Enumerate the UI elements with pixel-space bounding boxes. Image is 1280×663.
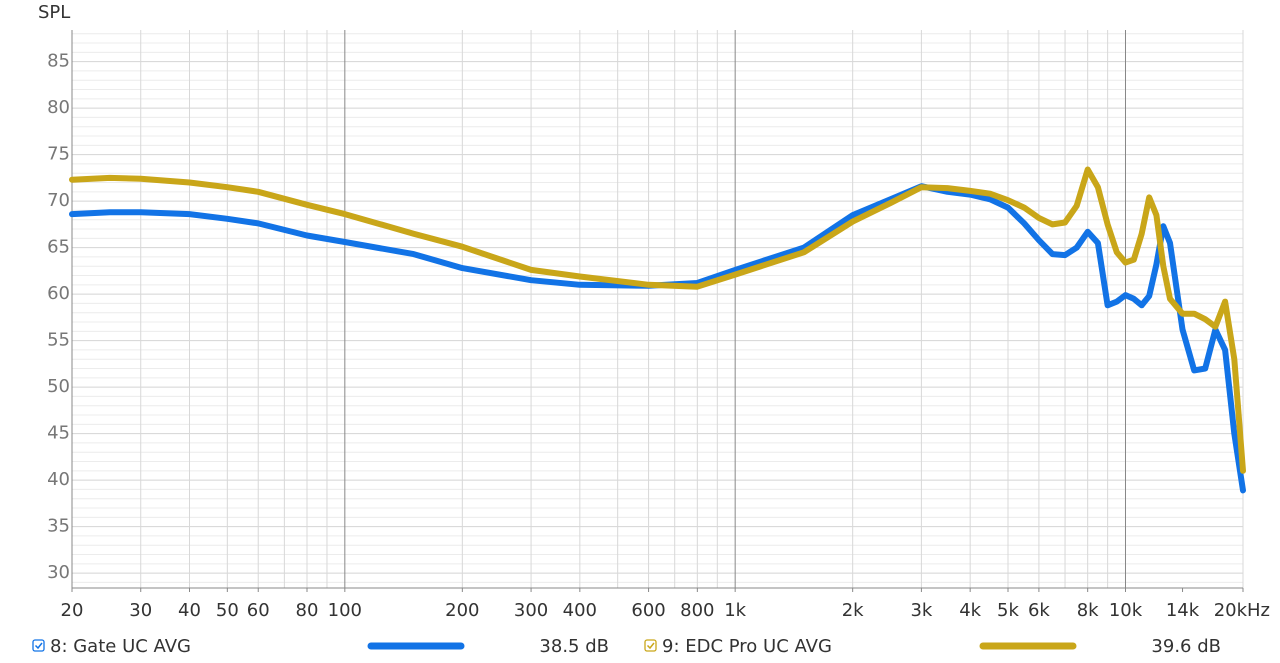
y-tick-label: 40 xyxy=(47,469,70,490)
x-tick-label: 8k xyxy=(1077,600,1099,621)
legend-checkmark[interactable] xyxy=(646,642,655,650)
x-tick-label: 100 xyxy=(328,600,362,621)
y-tick-label: 60 xyxy=(47,283,70,304)
legend-name[interactable]: 8: Gate UC AVG xyxy=(50,636,191,657)
y-tick-label: 35 xyxy=(47,516,70,537)
y-tick-label: 55 xyxy=(47,330,70,351)
legend-value[interactable]: 38.5 dB xyxy=(539,636,609,657)
y-tick-label: 70 xyxy=(47,190,70,211)
x-tick-label: 30 xyxy=(129,600,152,621)
x-tick-label: 3k xyxy=(910,600,932,621)
x-tick-label: 1k xyxy=(724,600,746,621)
legend-checkmark[interactable] xyxy=(34,642,43,650)
y-tick-label: 45 xyxy=(47,423,70,444)
x-tick-label: 60 xyxy=(247,600,270,621)
y-axis-label: SPL xyxy=(38,2,70,23)
x-tick-label: 14k xyxy=(1166,600,1200,621)
x-tick-label: 10k xyxy=(1109,600,1143,621)
curves xyxy=(69,166,1246,494)
y-tick-label: 65 xyxy=(47,237,70,258)
x-tick-label: 50 xyxy=(216,600,239,621)
x-tick-label: 600 xyxy=(631,600,665,621)
y-tick-label: 75 xyxy=(47,144,70,165)
y-tick-label: 85 xyxy=(47,51,70,72)
x-tick-label: 400 xyxy=(563,600,597,621)
x-tick-label: 20kHz xyxy=(1214,600,1270,621)
legend: 8: Gate UC AVG 38.5 dB 9: EDC Pro UC AVG 39… xyxy=(32,636,1221,657)
x-tick-label: 5k xyxy=(997,600,1019,621)
legend-value[interactable]: 39.6 dB xyxy=(1151,636,1221,657)
legend-checkbox[interactable] xyxy=(32,639,45,652)
x-tick-label: 80 xyxy=(296,600,319,621)
x-tick-label: 2k xyxy=(842,600,864,621)
y-tick-label: 30 xyxy=(47,562,70,583)
frequency-response-line xyxy=(69,166,1246,474)
y-tick-label: 80 xyxy=(47,97,70,118)
y-tick-label: 50 xyxy=(47,376,70,397)
frequency-response-line xyxy=(69,183,1246,494)
x-tick-label: 4k xyxy=(959,600,981,621)
x-tick-label: 20 xyxy=(61,600,84,621)
x-tick-label: 200 xyxy=(445,600,479,621)
legend-checkbox[interactable] xyxy=(644,639,657,652)
x-tick-label: 40 xyxy=(178,600,201,621)
x-tick-label: 6k xyxy=(1028,600,1050,621)
x-tick-label: 800 xyxy=(680,600,714,621)
legend-name[interactable]: 9: EDC Pro UC AVG xyxy=(662,636,832,657)
x-tick-label: 300 xyxy=(514,600,548,621)
grid xyxy=(71,30,1244,588)
